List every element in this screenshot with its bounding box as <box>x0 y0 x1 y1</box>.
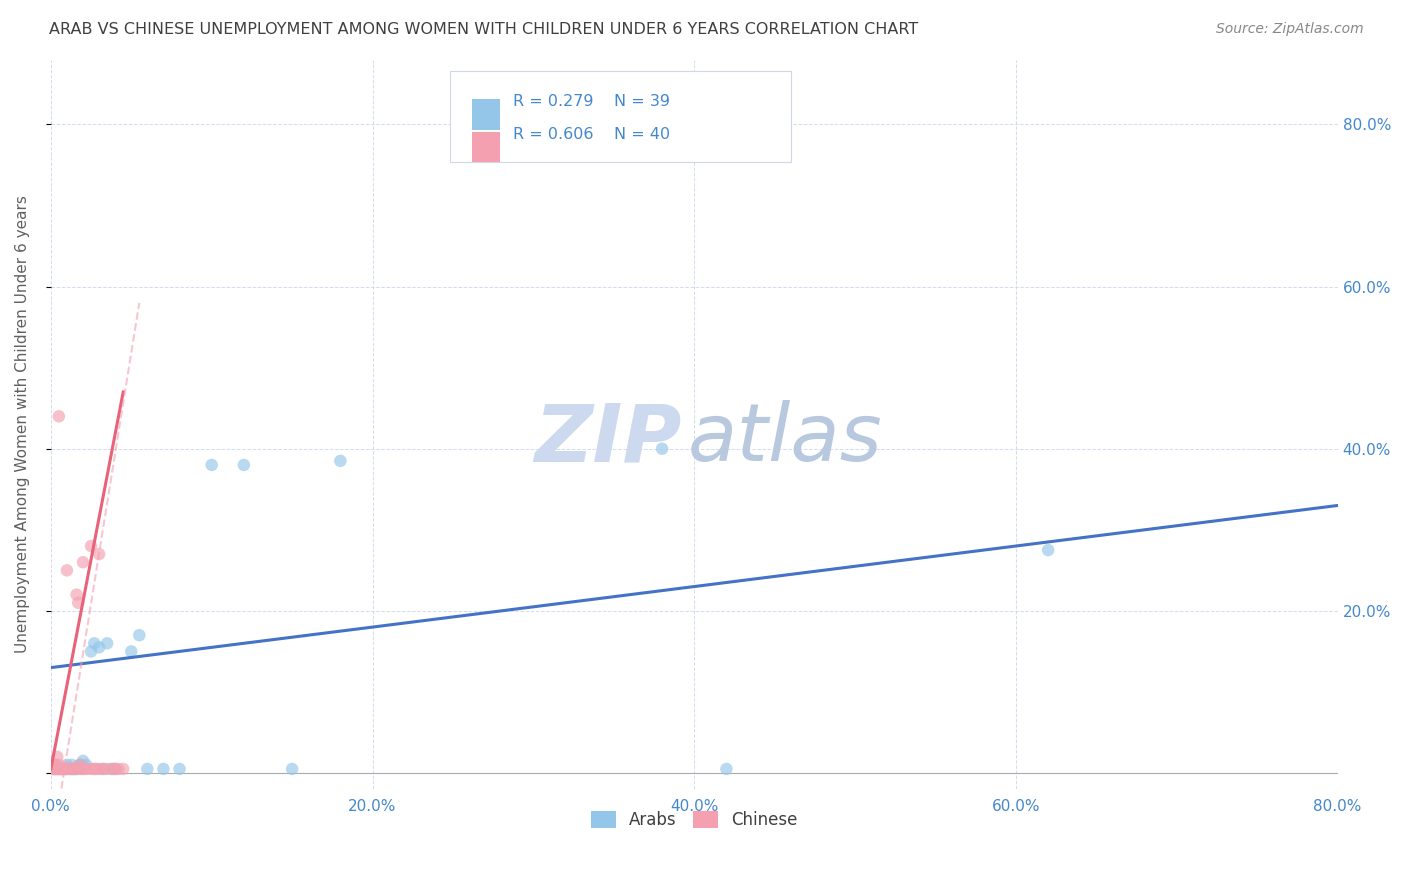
Point <box>59 762 82 776</box>
Point <box>201 458 224 472</box>
Point <box>63 762 86 776</box>
Point <box>80 644 103 658</box>
Point <box>53 762 76 776</box>
Point <box>51 762 73 776</box>
Point <box>49 762 72 776</box>
Point <box>48 409 70 424</box>
Point <box>42 758 65 772</box>
Text: ARAB VS CHINESE UNEMPLOYMENT AMONG WOMEN WITH CHILDREN UNDER 6 YEARS CORRELATION: ARAB VS CHINESE UNEMPLOYMENT AMONG WOMEN… <box>49 22 918 37</box>
Point <box>329 454 352 468</box>
Point <box>48 762 70 776</box>
Point <box>45 762 67 776</box>
Point <box>46 749 69 764</box>
Point <box>136 762 159 776</box>
Point <box>56 762 79 776</box>
Point <box>87 762 110 776</box>
Point <box>65 762 87 776</box>
Point <box>51 762 73 776</box>
Point <box>49 762 72 776</box>
Y-axis label: Unemployment Among Women with Children Under 6 years: Unemployment Among Women with Children U… <box>15 195 30 653</box>
Point <box>104 762 127 776</box>
Point <box>84 762 107 776</box>
Point <box>59 762 82 776</box>
Point <box>281 762 304 776</box>
Point <box>104 762 127 776</box>
Point <box>152 762 174 776</box>
Point <box>52 762 75 776</box>
Point <box>56 563 79 577</box>
Point <box>60 758 83 772</box>
Point <box>41 758 63 772</box>
Point <box>169 762 191 776</box>
Point <box>65 588 87 602</box>
Point <box>60 762 83 776</box>
Point <box>70 762 93 776</box>
Point <box>63 762 86 776</box>
Point <box>41 762 63 776</box>
Point <box>69 758 91 772</box>
Point <box>716 762 738 776</box>
Point <box>232 458 254 472</box>
Text: atlas: atlas <box>688 400 883 478</box>
Legend: Arabs, Chinese: Arabs, Chinese <box>583 804 804 836</box>
Point <box>101 762 124 776</box>
Point <box>45 762 67 776</box>
Point <box>42 762 65 776</box>
Point <box>96 636 118 650</box>
Point <box>46 762 69 776</box>
Point <box>83 636 105 650</box>
FancyBboxPatch shape <box>471 99 501 129</box>
Point <box>1036 543 1059 558</box>
Point <box>56 758 79 772</box>
Point <box>75 762 97 776</box>
Point <box>96 762 118 776</box>
Point <box>112 762 135 776</box>
Point <box>120 644 142 658</box>
Point <box>48 758 70 772</box>
Point <box>91 762 114 776</box>
Point <box>107 762 129 776</box>
Text: R = 0.606    N = 40: R = 0.606 N = 40 <box>513 127 669 142</box>
Point <box>62 762 84 776</box>
Text: R = 0.279    N = 39: R = 0.279 N = 39 <box>513 94 669 109</box>
Point <box>67 762 90 776</box>
Point <box>101 762 124 776</box>
Text: Source: ZipAtlas.com: Source: ZipAtlas.com <box>1216 22 1364 37</box>
Point <box>87 547 110 561</box>
Point <box>56 762 79 776</box>
Point <box>75 758 97 772</box>
Point <box>70 758 93 772</box>
Point <box>72 754 94 768</box>
Point <box>93 762 115 776</box>
Point <box>69 758 91 772</box>
FancyBboxPatch shape <box>471 132 501 162</box>
Point <box>87 640 110 655</box>
Point <box>128 628 150 642</box>
Point <box>80 762 103 776</box>
Point <box>651 442 673 456</box>
Point <box>72 762 94 776</box>
Point <box>45 758 67 772</box>
Point <box>83 762 105 776</box>
Point <box>67 596 90 610</box>
Point <box>46 762 69 776</box>
FancyBboxPatch shape <box>450 70 790 161</box>
Text: ZIP: ZIP <box>534 400 682 478</box>
Point <box>42 762 65 776</box>
Point <box>52 762 75 776</box>
Point <box>72 555 94 569</box>
Point <box>80 539 103 553</box>
Point <box>48 762 70 776</box>
Point <box>53 762 76 776</box>
Point <box>62 762 84 776</box>
